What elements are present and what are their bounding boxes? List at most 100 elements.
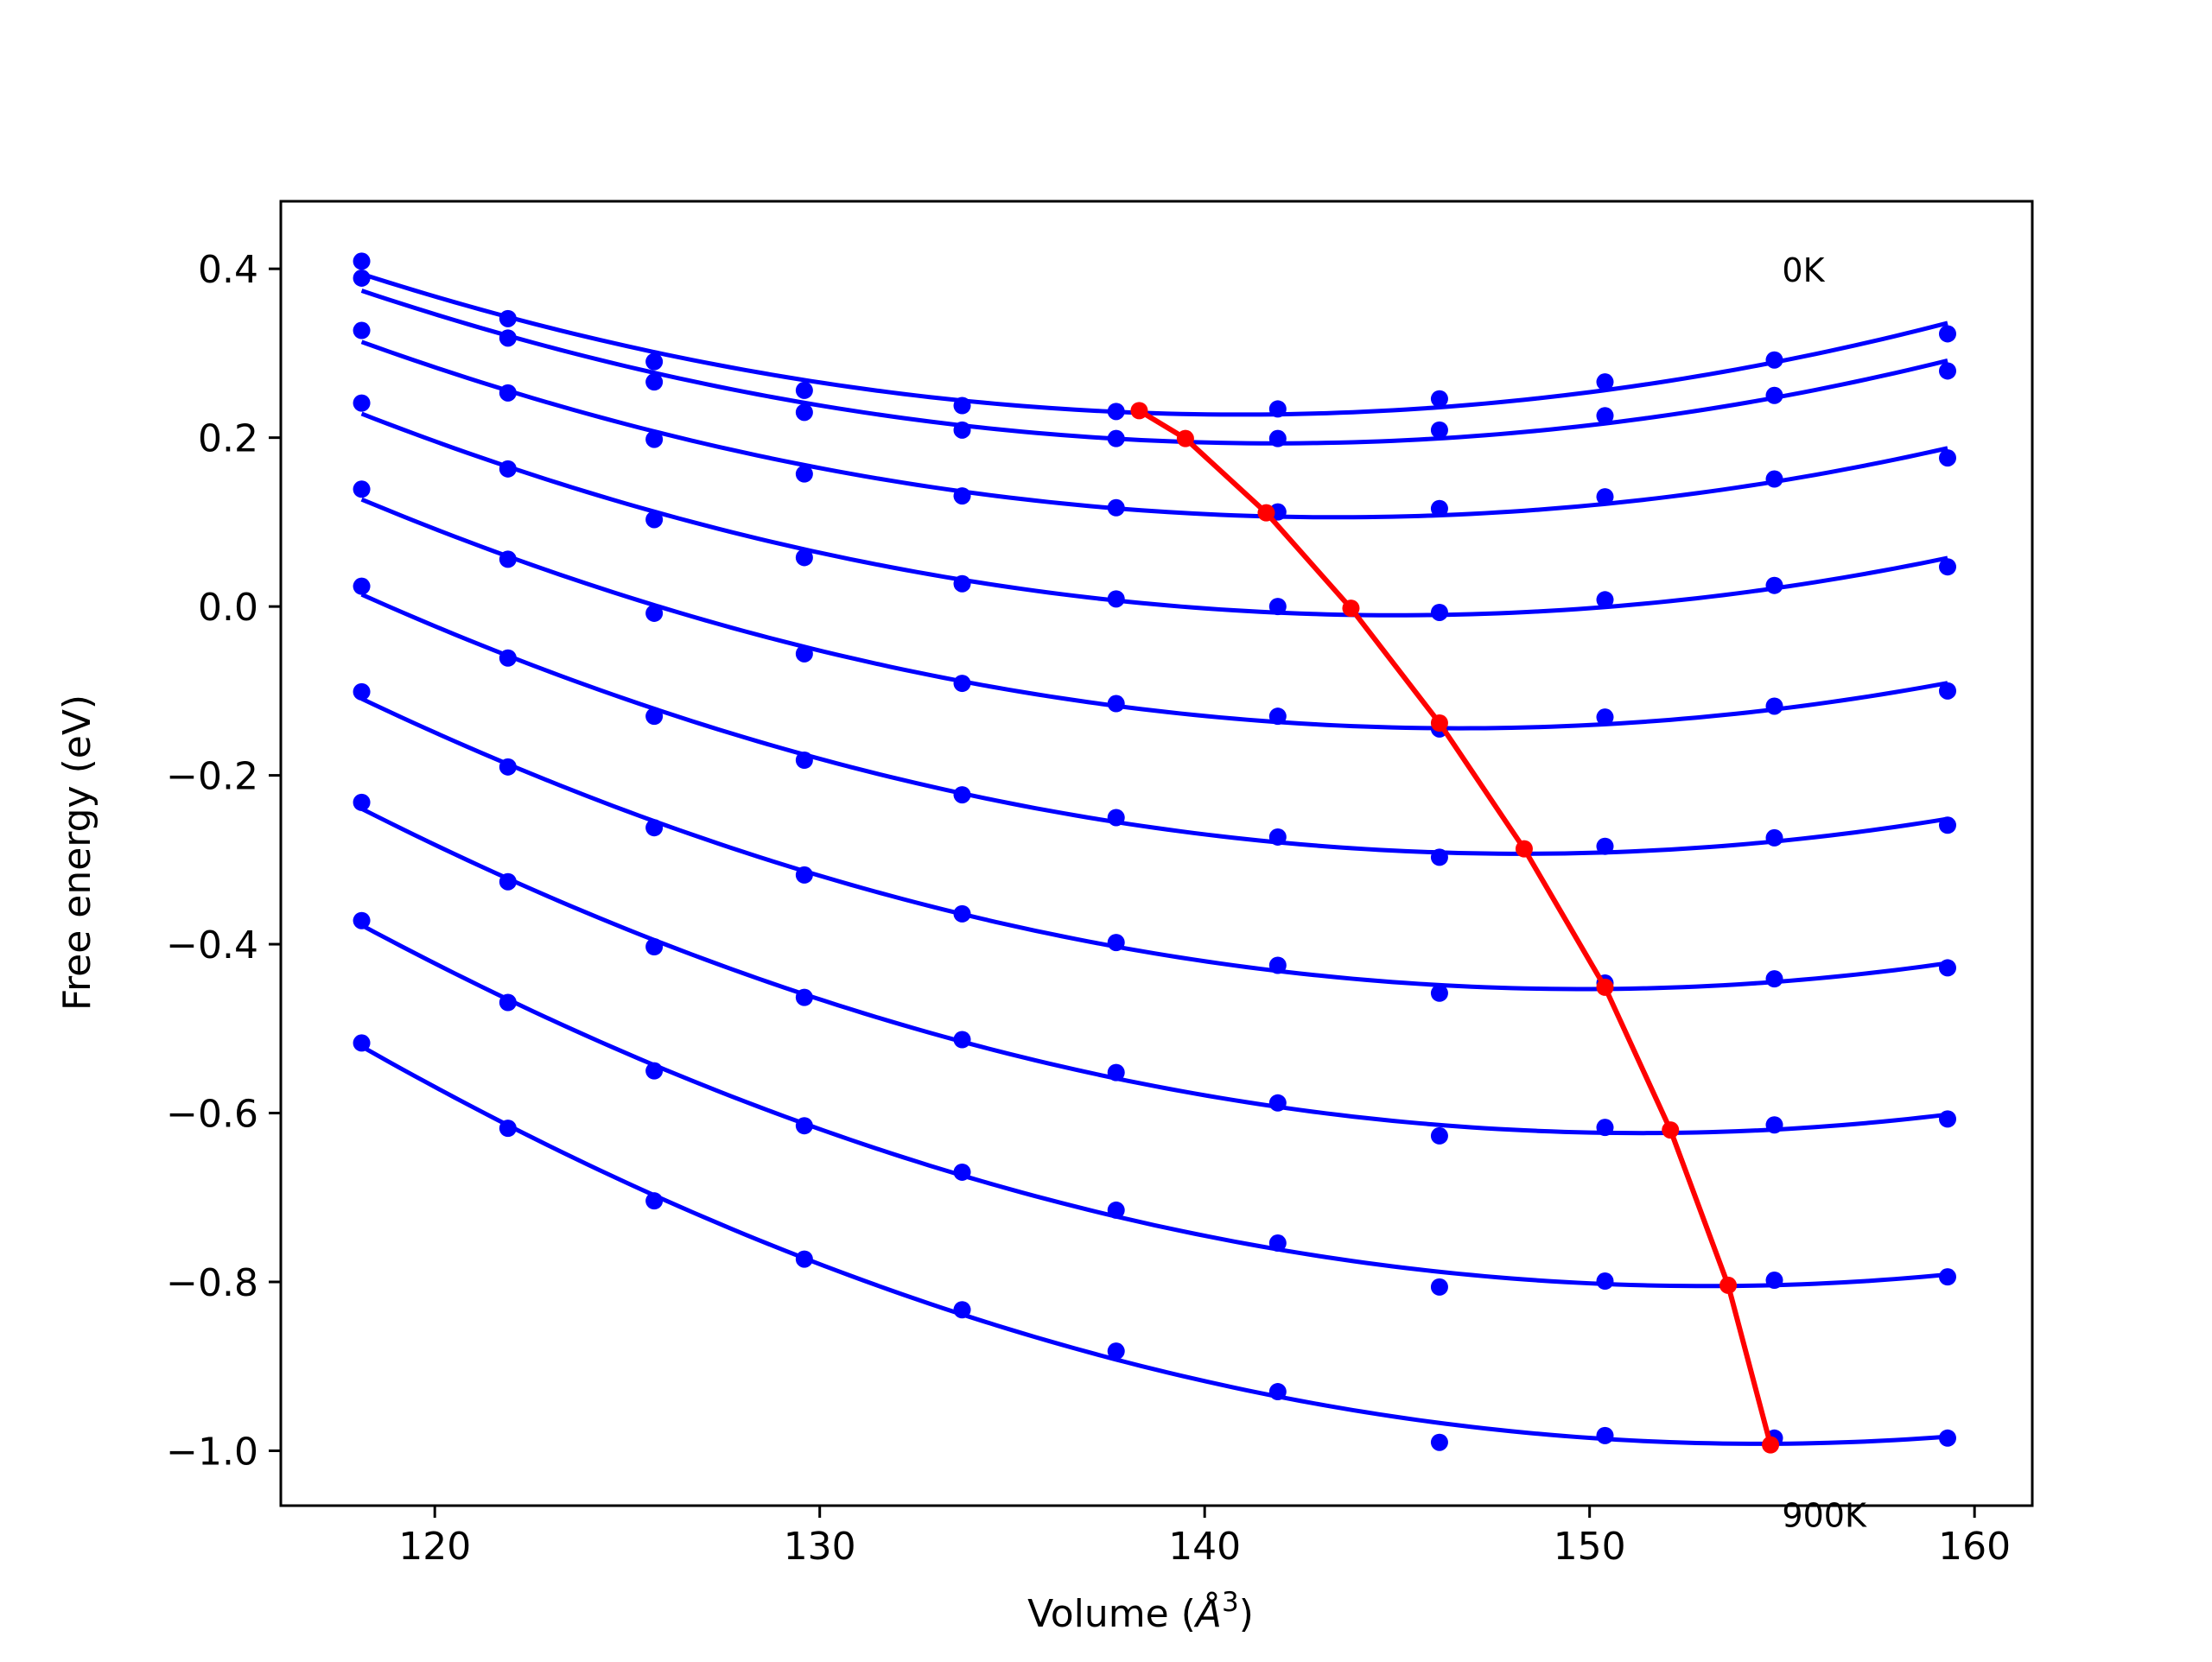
- data-point: [1596, 1426, 1614, 1444]
- data-point: [353, 577, 371, 595]
- data-point: [1765, 351, 1783, 369]
- data-point: [645, 937, 664, 955]
- data-point: [1268, 429, 1287, 447]
- data-point: [953, 904, 971, 923]
- fit-curve-0: [360, 271, 1948, 417]
- tick-marks: 120 130 140 150 160 0.4 0.2 0.0 −0.2 −0.4 −0.6 −0.8…: [166, 248, 2011, 1569]
- equilibrium-point: [1342, 599, 1360, 618]
- data-point: [645, 604, 664, 622]
- data-point: [1765, 1272, 1783, 1290]
- data-point: [1765, 470, 1783, 488]
- data-point: [1938, 816, 1956, 834]
- x-tick-label: 130: [784, 1525, 856, 1569]
- x-tick-label: 140: [1168, 1525, 1241, 1569]
- equilibrium-point: [1430, 714, 1448, 732]
- data-point: [795, 866, 813, 884]
- data-point: [1268, 1234, 1287, 1253]
- x-tick-label: 160: [1938, 1525, 2011, 1569]
- data-point: [953, 574, 971, 593]
- fit-curve-5: [360, 592, 1948, 856]
- data-point: [1938, 558, 1956, 576]
- data-point: [353, 269, 371, 287]
- y-axis-label: Free energy (eV): [55, 695, 99, 1011]
- data-point: [1430, 421, 1448, 439]
- axis-labels: Volume (Å3) Free energy (eV): [55, 695, 1254, 1636]
- data-point: [953, 675, 971, 693]
- data-point: [1430, 1278, 1448, 1296]
- axes: [279, 200, 2034, 1507]
- data-point: [1430, 984, 1448, 1002]
- equilibrium-point: [1515, 840, 1533, 858]
- x-tick-label: 120: [398, 1525, 471, 1569]
- data-point: [645, 511, 664, 529]
- data-point: [795, 752, 813, 770]
- data-point: [1765, 970, 1783, 988]
- data-point: [1596, 1119, 1614, 1137]
- data-point: [1596, 591, 1614, 609]
- equilibrium-point: [1762, 1436, 1780, 1454]
- x-axis-label-text: Volume (: [1027, 1592, 1196, 1636]
- equilibrium-point: [1176, 429, 1194, 447]
- data-point: [1107, 403, 1125, 421]
- annotations: 0K 900K: [1782, 251, 1867, 1535]
- data-point: [795, 549, 813, 567]
- data-point: [1107, 934, 1125, 952]
- data-point: [1596, 373, 1614, 391]
- data-point: [353, 793, 371, 811]
- data-point: [1268, 598, 1287, 616]
- annotation-label: 0K: [1782, 251, 1825, 289]
- data-point: [1938, 959, 1956, 977]
- data-point: [1107, 1063, 1125, 1082]
- data-point: [1765, 697, 1783, 715]
- y-tick-label: −0.8: [166, 1261, 258, 1305]
- data-point: [499, 309, 517, 327]
- data-point: [1938, 1429, 1956, 1447]
- data-point: [353, 252, 371, 270]
- data-point: [1765, 386, 1783, 404]
- fit-curve-1: [360, 289, 1948, 446]
- data-point: [1107, 498, 1125, 517]
- data-point: [645, 819, 664, 837]
- data-point: [953, 1163, 971, 1181]
- data-point: [353, 321, 371, 339]
- data-point: [953, 396, 971, 415]
- data-point: [645, 373, 664, 391]
- fit-curve-2: [360, 339, 1948, 520]
- data-point: [795, 465, 813, 483]
- data-point: [1107, 429, 1125, 447]
- data-point: [353, 682, 371, 701]
- data-point: [645, 1192, 664, 1210]
- data-point: [1596, 407, 1614, 425]
- data-point: [1938, 1110, 1956, 1128]
- y-tick-label: −1.0: [166, 1430, 258, 1474]
- data-point: [499, 550, 517, 568]
- y-tick-label: −0.6: [166, 1093, 258, 1137]
- y-tick-label: −0.4: [166, 923, 258, 967]
- x-axis-label: Volume (Å3): [1027, 1587, 1254, 1636]
- data-point: [1938, 1268, 1956, 1286]
- equilibrium-point: [1662, 1121, 1680, 1139]
- data-point: [795, 403, 813, 422]
- data-point: [1430, 1433, 1448, 1451]
- fit-curve-6: [360, 696, 1948, 992]
- data-point: [1268, 1094, 1287, 1112]
- fit-curve-3: [360, 411, 1948, 618]
- fit-curve-8: [360, 923, 1948, 1289]
- data-point: [953, 1301, 971, 1319]
- data-point: [1268, 828, 1287, 846]
- data-point: [953, 1031, 971, 1049]
- data-point: [1107, 695, 1125, 713]
- data-point: [353, 911, 371, 929]
- data-point: [795, 381, 813, 399]
- fitted-curves: [360, 271, 1948, 1446]
- data-point: [1596, 1272, 1614, 1291]
- x-tick-label: 150: [1554, 1525, 1626, 1569]
- data-point: [1430, 848, 1448, 866]
- plot-frame: [279, 200, 2034, 1507]
- data-point: [645, 352, 664, 371]
- data-point: [499, 758, 517, 776]
- equilibrium-point: [1719, 1276, 1738, 1294]
- data-point: [353, 394, 371, 412]
- y-tick-label: 0.2: [198, 417, 258, 461]
